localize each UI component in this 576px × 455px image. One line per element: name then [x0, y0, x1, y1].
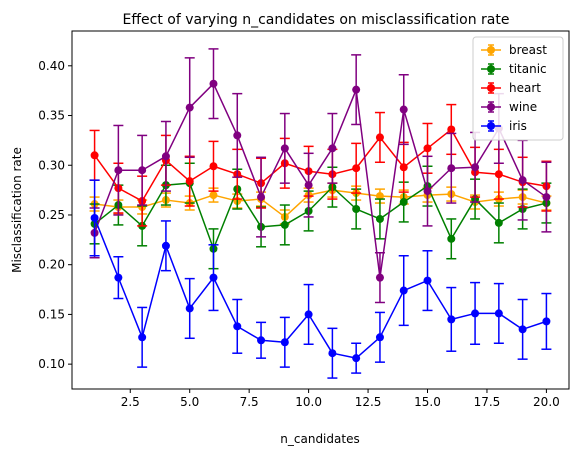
legend-swatch-marker: [487, 122, 495, 130]
data-point: [542, 317, 551, 326]
legend-swatch-marker: [487, 84, 495, 92]
data-point: [494, 309, 503, 318]
x-tick-label: 20.0: [533, 395, 560, 409]
data-point: [375, 214, 384, 223]
x-axis-ticks: 2.5 5.0 7.5 10.0 12.5 15.0 17.5 20.0: [121, 389, 560, 409]
legend-label: heart: [509, 81, 541, 95]
y-tick-label: 0.25: [38, 208, 65, 222]
data-point: [447, 315, 456, 324]
data-point: [399, 198, 408, 207]
chart-title: Effect of varying n_candidates on miscla…: [123, 12, 510, 28]
data-point: [375, 333, 384, 342]
series-layer: [89, 48, 552, 379]
y-tick-label: 0.40: [38, 59, 65, 73]
data-point: [423, 276, 432, 285]
data-point: [280, 338, 289, 347]
legend-item-heart: heart: [481, 81, 541, 95]
data-point: [233, 131, 242, 140]
x-tick-label: 2.5: [121, 395, 140, 409]
x-tick-label: 12.5: [355, 395, 382, 409]
data-point: [280, 220, 289, 229]
legend-item-titanic: titanic: [481, 62, 547, 76]
data-point: [494, 218, 503, 227]
legend-item-iris: iris: [481, 119, 527, 133]
data-point: [209, 191, 218, 200]
data-point: [90, 151, 99, 160]
legend-swatch-marker: [487, 103, 495, 111]
data-point: [518, 325, 527, 334]
data-point: [304, 310, 313, 319]
plot-frame: [71, 30, 570, 390]
data-point: [375, 273, 384, 282]
y-tick-label: 0.35: [38, 109, 65, 123]
legend-item-wine: wine: [481, 100, 537, 114]
data-point: [352, 164, 361, 173]
data-point: [114, 166, 123, 175]
data-point: [138, 333, 147, 342]
legend-item-breast: breast: [481, 43, 547, 57]
data-point: [375, 133, 384, 142]
data-point: [209, 79, 218, 88]
data-point: [328, 349, 337, 358]
legend-label: titanic: [509, 62, 547, 76]
data-point: [375, 192, 384, 201]
data-point: [352, 205, 361, 214]
data-point: [138, 166, 147, 175]
data-point: [352, 85, 361, 94]
data-point: [161, 241, 170, 250]
legend-swatch-marker: [487, 65, 495, 73]
data-point: [257, 336, 266, 345]
y-tick-label: 0.30: [38, 158, 65, 172]
data-point: [352, 354, 361, 363]
legend-label: wine: [509, 100, 537, 114]
series-iris: [89, 179, 552, 379]
data-point: [185, 177, 194, 186]
data-point: [114, 273, 123, 282]
data-point: [447, 164, 456, 173]
legend-label: breast: [509, 43, 547, 57]
y-axis-ticks: 0.10 0.15 0.20 0.25 0.30 0.35 0.40: [38, 59, 72, 371]
data-point: [233, 322, 242, 331]
data-point: [209, 162, 218, 171]
data-point: [399, 163, 408, 172]
data-point: [447, 125, 456, 134]
data-point: [494, 170, 503, 179]
data-point: [471, 309, 480, 318]
data-point: [423, 187, 432, 196]
legend: breast titanic heart wine iris: [472, 36, 564, 141]
data-point: [185, 304, 194, 313]
data-point: [423, 144, 432, 153]
y-axis-title: Misclassification rate: [10, 147, 24, 273]
data-point: [257, 193, 266, 202]
data-point: [185, 103, 194, 112]
y-tick-label: 0.20: [38, 258, 65, 272]
legend-box: [472, 36, 564, 141]
data-point: [209, 273, 218, 282]
series-line: [93, 217, 547, 359]
data-point: [304, 181, 313, 190]
x-tick-label: 5.0: [180, 395, 199, 409]
data-point: [161, 152, 170, 161]
data-point: [518, 176, 527, 185]
x-tick-label: 17.5: [474, 395, 501, 409]
data-point: [280, 144, 289, 153]
x-tick-label: 15.0: [414, 395, 441, 409]
x-tick-label: 10.0: [295, 395, 322, 409]
y-tick-label: 0.10: [38, 357, 65, 371]
series-line: [93, 128, 547, 202]
x-axis-title: n_candidates: [280, 432, 359, 446]
data-point: [328, 144, 337, 153]
legend-label: iris: [509, 119, 527, 133]
data-point: [399, 286, 408, 295]
data-point: [90, 213, 99, 222]
legend-swatch-marker: [487, 46, 495, 54]
data-point: [399, 105, 408, 114]
data-point: [542, 193, 551, 202]
data-point: [471, 163, 480, 172]
x-tick-label: 7.5: [240, 395, 259, 409]
y-tick-label: 0.15: [38, 307, 65, 321]
data-point: [447, 234, 456, 243]
